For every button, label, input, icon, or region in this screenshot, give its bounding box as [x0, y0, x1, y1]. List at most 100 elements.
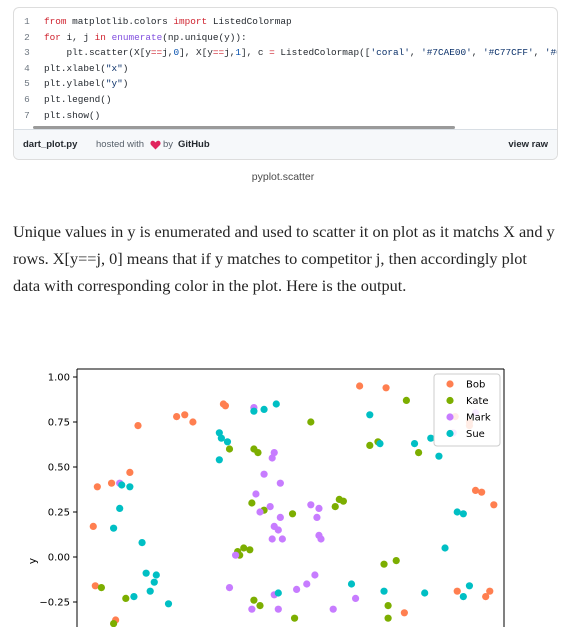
by-text: by [163, 139, 174, 150]
scatter-point-sue [272, 400, 280, 408]
scatter-point-kate [415, 449, 423, 457]
scatter-point-sue [435, 452, 443, 460]
scatter-point-sue [138, 539, 146, 547]
scatter-point-mark [268, 454, 276, 462]
scatter-point-sue [142, 569, 150, 577]
scatter-point-sue [217, 434, 225, 442]
scatter-point-sue [146, 587, 154, 595]
y-tick-label: 1.00 [48, 373, 70, 384]
scatter-point-mark [293, 585, 301, 593]
scatter-point-kate [339, 497, 347, 505]
scatter-point-kate [380, 560, 388, 568]
scatter-point-sue [453, 508, 461, 516]
github-link[interactable]: GitHub [178, 139, 210, 150]
scatter-point-kate [288, 510, 297, 518]
scatter-point-mark [274, 526, 282, 534]
scatter-point-kate [225, 445, 234, 453]
scatter-point-kate [254, 449, 262, 457]
scatter-point-bob [356, 382, 364, 390]
scatter-point-mark [329, 605, 337, 613]
code-line: 2 for i, j in enumerate(np.unique(y)): [14, 29, 557, 47]
code-text: plt.xlabel("x") [44, 62, 129, 74]
scatter-point-sue [380, 587, 388, 595]
scatter-point-bob [478, 488, 486, 496]
scatter-point-sue [223, 438, 232, 446]
scatter-point-mark [225, 584, 234, 592]
scatter-point-sue [164, 600, 173, 608]
legend-label-mark: Mark [466, 413, 491, 424]
code-text: plt.show() [44, 109, 101, 121]
legend-label-sue: Sue [466, 429, 485, 440]
legend-marker-mark [446, 413, 454, 421]
scatter-point-sue [427, 434, 435, 442]
scatter-point-kate [384, 614, 392, 622]
scatter-point-sue [150, 578, 158, 586]
code-text: from matplotlib.colors import ListedColo… [44, 16, 292, 27]
scatter-point-sue [110, 524, 118, 532]
figure-caption: pyplot.scatter [251, 171, 315, 183]
y-tick-label: 0.75 [48, 418, 70, 429]
code-block: 1 from matplotlib.colors import ListedCol… [14, 8, 557, 129]
scatter-point-mark [270, 449, 278, 457]
github-gist-embed: 1 from matplotlib.colors import ListedCol… [13, 7, 558, 160]
view-raw-link[interactable]: view raw [508, 139, 548, 150]
scatter-point-mark [268, 535, 276, 543]
scatter-point-mark [276, 479, 284, 487]
code-text: plt.scatter(X[y==j,0], X[y==j,1], c = Li… [44, 47, 558, 59]
y-tick-label: 0.25 [48, 508, 70, 519]
scatter-point-sue [410, 440, 419, 448]
scatter-point-bob [91, 582, 99, 590]
scatter-point-sue [215, 456, 223, 464]
y-tick-label: 0.00 [48, 553, 70, 564]
code-line: 4 plt.xlabel("x") [14, 60, 557, 78]
scatter-point-kate [384, 602, 392, 610]
code-line: 7 plt.show() [14, 107, 557, 125]
horizontal-scrollbar[interactable] [33, 126, 455, 129]
scatter-point-mark [315, 504, 323, 512]
scatter-point-bob [134, 422, 142, 430]
legend-marker-sue [446, 429, 454, 438]
scatter-point-sue [130, 593, 138, 601]
scatter-point-bob [382, 384, 390, 392]
scatter-point-sue [116, 504, 124, 512]
scatter-point-kate [250, 596, 258, 604]
scatter-point-mark [276, 513, 284, 521]
scatter-point-sue [459, 510, 467, 518]
scatter-point-bob [189, 418, 197, 426]
scatter-point-mark [351, 594, 360, 602]
scatter-point-bob [181, 411, 189, 419]
y-axis-label: y [27, 558, 39, 564]
scatter-point-bob [471, 486, 480, 494]
code-text: plt.ylabel("y") [44, 78, 129, 90]
scatter-point-mark [303, 580, 311, 588]
y-tick-label: −0.25 [39, 598, 70, 609]
line-number: 5 [24, 78, 30, 90]
line-number: 2 [24, 31, 30, 43]
scatter-point-mark [260, 470, 268, 478]
scatter-point-mark [313, 513, 321, 521]
scatter-point-sue [421, 589, 429, 597]
scatter-point-kate [248, 499, 256, 507]
line-number: 4 [24, 62, 30, 74]
scatter-point-kate [256, 602, 264, 610]
code-line: 6 plt.legend() [14, 91, 557, 109]
scatter-point-sue [376, 440, 384, 448]
scatter-point-sue [465, 582, 474, 590]
scatter-point-kate [97, 584, 105, 592]
scatter-point-sue [274, 589, 282, 597]
scatter-point-mark [307, 501, 315, 509]
scatter-point-kate [307, 418, 315, 426]
scatter-point-mark [256, 508, 264, 516]
legend-label-bob: Bob [466, 380, 485, 391]
scatter-point-bob [453, 587, 461, 595]
scatter-point-bob [89, 522, 97, 530]
line-number: 1 [24, 16, 30, 27]
scatter-point-bob [107, 479, 116, 487]
heart-icon [150, 140, 161, 150]
legend-box [433, 373, 501, 447]
gist-filename-link[interactable]: dart_plot.py [23, 139, 78, 150]
scatter-point-kate [246, 546, 254, 554]
scatter-point-kate [366, 441, 374, 449]
scatter-point-mark [278, 535, 286, 543]
code-line: 3 plt.scatter(X[y==j,0], X[y==j,1], c = … [14, 44, 557, 62]
